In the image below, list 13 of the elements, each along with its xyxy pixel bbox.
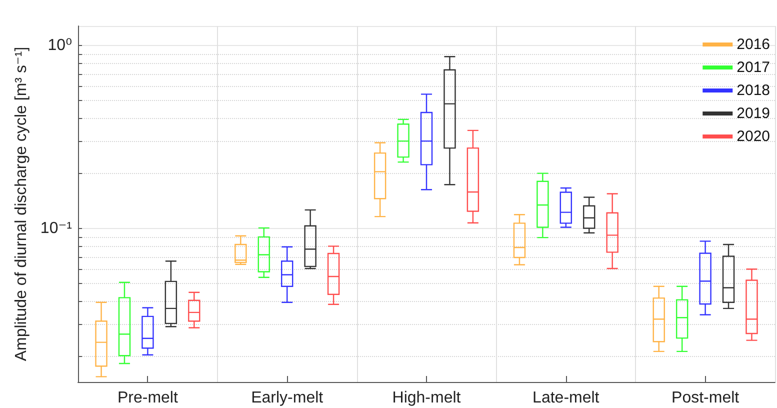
x-tick-label: Late-melt xyxy=(532,390,600,406)
x-tick-label: Early-melt xyxy=(251,390,324,406)
legend-label: 2017 xyxy=(736,59,770,76)
x-tick-label: Post-melt xyxy=(672,390,740,406)
y-tick-label: 10⁻¹ xyxy=(40,220,72,238)
x-tick-label: Pre-melt xyxy=(117,390,178,406)
legend-label: 2018 xyxy=(736,82,770,99)
x-tick-label: High-melt xyxy=(392,390,462,406)
legend-label: 2016 xyxy=(736,36,770,53)
legend-label: 2020 xyxy=(736,128,770,145)
y-axis-title: Amplitude of diurnal discharge cycle [m³ s⁻¹] xyxy=(13,46,30,362)
legend-label: 2019 xyxy=(736,105,770,122)
y-tick-label: 10⁰ xyxy=(48,37,72,54)
